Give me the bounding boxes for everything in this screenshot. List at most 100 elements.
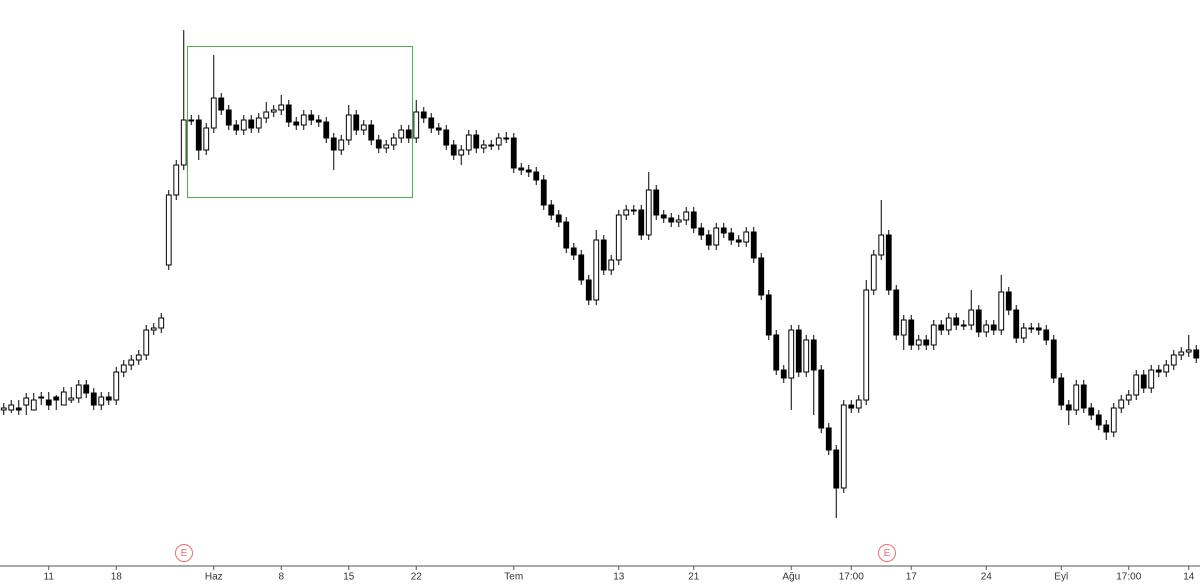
candle-body [435, 127, 442, 131]
candle-body [698, 227, 705, 236]
candle-body [255, 117, 262, 129]
candle-body [848, 404, 855, 409]
candle-body [1020, 327, 1027, 339]
x-tick-label: Haz [205, 572, 223, 583]
candle-body [1043, 329, 1050, 341]
candle-body [443, 129, 450, 146]
candle-body [1185, 349, 1192, 353]
candle-body [870, 254, 877, 291]
candle-body [1028, 327, 1035, 330]
candle-body [705, 234, 712, 246]
candle-body [300, 114, 307, 126]
candle-body [315, 119, 322, 123]
candle-body [8, 404, 15, 411]
earnings-marker[interactable]: E [175, 544, 193, 562]
candle-body [585, 279, 592, 301]
candle-body [83, 384, 90, 394]
candle-body [1013, 309, 1020, 339]
candle-body [645, 189, 652, 236]
candle-body [203, 127, 210, 151]
candle-body [218, 97, 225, 111]
candle-body [638, 209, 645, 236]
candle-body [398, 129, 405, 139]
candle-body [758, 257, 765, 296]
candle-body [68, 397, 75, 401]
x-tick-label: 11 [44, 572, 55, 583]
candle-body [1163, 364, 1170, 373]
candle-body [495, 137, 502, 146]
candle-body [90, 392, 97, 406]
candle-body [330, 137, 337, 151]
candle-body [563, 221, 570, 249]
candle-body [420, 111, 427, 119]
candle-body [578, 254, 585, 281]
candle-body [413, 111, 420, 139]
candle-body [1095, 414, 1102, 426]
candle-body [720, 227, 727, 234]
candle-body [210, 97, 217, 129]
candle-body [480, 144, 487, 149]
candle-body [1125, 394, 1132, 401]
candle-body [188, 119, 195, 122]
candle-body [173, 164, 180, 196]
candle-body [1148, 369, 1155, 389]
candle-body [23, 397, 30, 406]
candle-body [623, 209, 630, 216]
candle-body [510, 137, 517, 169]
candle-body [630, 209, 637, 212]
candle-body [428, 117, 435, 129]
candle-body [383, 144, 390, 149]
candle-body [158, 317, 165, 329]
candle-body [1005, 291, 1012, 311]
candle-body [458, 149, 465, 156]
candle-body [608, 259, 615, 271]
x-tick-label: 22 [411, 572, 423, 583]
candle-body [488, 144, 495, 147]
candle-body [728, 232, 735, 241]
candle-body [968, 309, 975, 326]
marker-label: E [884, 548, 891, 559]
candle-body [120, 364, 127, 373]
earnings-marker[interactable]: E [878, 544, 896, 562]
candle-body [885, 234, 892, 291]
candle-body [1140, 374, 1147, 389]
candle-body [915, 339, 922, 346]
x-tick-label: Eyl [1054, 572, 1068, 583]
candle-body [540, 179, 547, 206]
candle-body [375, 139, 382, 149]
x-tick-label: 18 [111, 572, 123, 583]
candle-body [555, 214, 562, 223]
candle-body [15, 407, 22, 411]
candle-body [945, 317, 952, 331]
candle-body [1193, 349, 1200, 359]
candle-body [675, 219, 682, 223]
range-box[interactable] [187, 46, 413, 198]
candle-body [780, 369, 787, 379]
candle-body [368, 124, 375, 141]
candle-body [345, 114, 352, 141]
candle-body [810, 339, 817, 371]
x-tick-label: 24 [981, 572, 993, 583]
candle-body [150, 327, 157, 331]
candle-body [38, 396, 45, 399]
candle-body [30, 399, 37, 411]
candle-body [1065, 404, 1072, 411]
candle-body [60, 391, 67, 406]
candle-body [270, 109, 277, 113]
candle-body [833, 449, 840, 489]
candle-body [323, 121, 330, 139]
x-tick-label: 17:00 [839, 572, 864, 583]
candle-body [518, 167, 525, 171]
candle-body [923, 339, 930, 346]
candle-body [360, 124, 367, 131]
candle-body [75, 384, 82, 399]
candle-body [165, 194, 172, 266]
candle-body [938, 324, 945, 331]
candle-body [1073, 384, 1080, 411]
candle-body [690, 211, 697, 229]
candle-body [285, 104, 292, 123]
candle-body [788, 329, 795, 379]
candle-body [1080, 384, 1087, 409]
